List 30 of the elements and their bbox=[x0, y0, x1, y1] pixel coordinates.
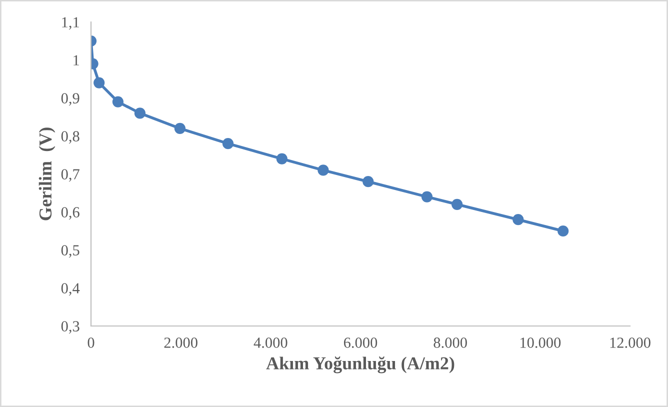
y-tick-label: 0,7 bbox=[61, 169, 80, 182]
y-tick-label: 1 bbox=[74, 55, 79, 66]
point bbox=[362, 176, 374, 188]
point bbox=[452, 198, 463, 210]
y-tick-label: 0,5 bbox=[61, 245, 80, 258]
x-tick-label: 0 bbox=[88, 338, 94, 348]
point bbox=[174, 122, 186, 134]
x-tick-label: 2.000 bbox=[164, 338, 198, 348]
y-tick-label: 1,1 bbox=[62, 17, 79, 30]
x-tick-label: 12.000 bbox=[610, 338, 650, 348]
x-tick-label: 8.000 bbox=[434, 338, 467, 348]
y-axis-title: Gerilim (V) bbox=[38, 128, 56, 220]
point bbox=[112, 96, 124, 108]
x-tick-label: 10.000 bbox=[520, 338, 561, 348]
x-tick-label: 6.000 bbox=[344, 338, 378, 348]
y-tick-label: 0,6 bbox=[61, 207, 80, 220]
point bbox=[318, 164, 329, 176]
x-axis-title: Akım Yoğunluğu (A/m2) bbox=[266, 356, 454, 374]
point bbox=[222, 138, 234, 150]
point bbox=[134, 108, 146, 119]
y-tick-label: 0,3 bbox=[61, 321, 80, 334]
point bbox=[512, 214, 524, 226]
point bbox=[558, 225, 569, 237]
y-tick-label: 0,8 bbox=[61, 131, 80, 144]
y-tick-label: 0,4 bbox=[61, 283, 80, 296]
x-tick-label: 4.000 bbox=[254, 338, 288, 348]
point bbox=[94, 77, 105, 88]
y-tick-label: 0,9 bbox=[61, 93, 80, 106]
point bbox=[276, 153, 288, 164]
point bbox=[421, 191, 433, 202]
